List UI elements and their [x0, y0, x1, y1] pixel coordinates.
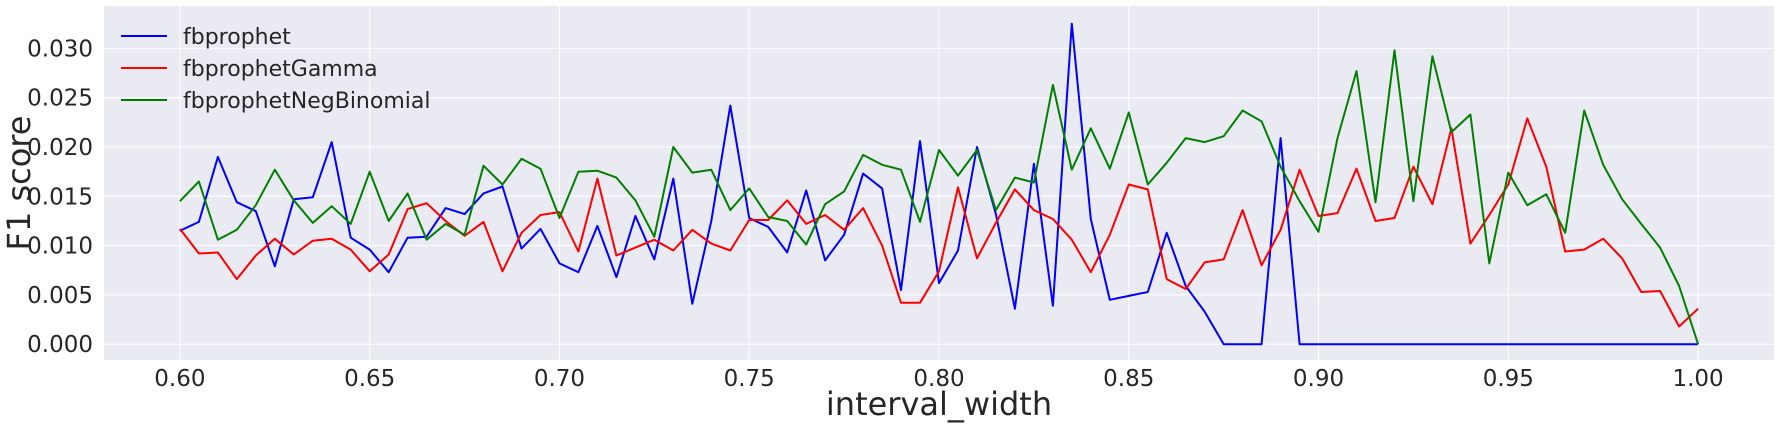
x-tick-labels: 0.60 0.65 0.70 0.75 0.80 0.85 0.90 0.95 1.00 — [154, 366, 1723, 392]
x-tick-label: 0.70 — [534, 366, 585, 392]
y-tick-label: 0.020 — [27, 135, 93, 161]
legend-item-fbprophetnegbinomial: fbprophetNegBinomial — [121, 89, 430, 114]
y-tick-label: 0.030 — [27, 36, 93, 62]
x-tick-label: 1.00 — [1672, 366, 1723, 392]
series-line-fbprophet — [179, 22, 1699, 346]
x-tick-label: 0.60 — [154, 366, 205, 392]
y-tick-label: 0.025 — [27, 86, 93, 112]
series-line-fbprophetgamma — [179, 117, 1699, 328]
legend-label-fbprophetnegbinomial: fbprophetNegBinomial — [183, 89, 430, 114]
series-line-fbprophetnegbinomial — [179, 49, 1700, 345]
x-tick-label: 0.65 — [344, 366, 395, 392]
y-tick-labels: 0.000 0.005 0.010 0.015 0.020 0.025 0.030 — [27, 36, 93, 358]
y-tick-label: 0.005 — [27, 283, 93, 309]
x-tick-label: 0.80 — [913, 366, 964, 392]
y-axis-label: F1 score — [0, 116, 38, 251]
y-tick-label: 0.000 — [27, 332, 93, 358]
x-axis-label: interval_width — [826, 385, 1052, 423]
x-tick-label: 0.95 — [1483, 366, 1534, 392]
legend-item-fbprophet: fbprophet — [121, 25, 291, 50]
series-lines — [179, 22, 1700, 346]
y-tick-label: 0.010 — [27, 234, 93, 260]
legend-label-fbprophet: fbprophet — [183, 25, 291, 50]
x-tick-label: 0.75 — [724, 366, 775, 392]
y-tick-label: 0.015 — [27, 184, 93, 210]
x-tick-label: 0.90 — [1293, 366, 1344, 392]
legend-item-fbprophetgamma: fbprophetGamma — [121, 57, 378, 82]
legend: fbprophet fbprophetGamma fbprophetNegBin… — [121, 25, 430, 114]
x-tick-label: 0.85 — [1103, 366, 1154, 392]
legend-label-fbprophetgamma: fbprophetGamma — [183, 57, 378, 82]
